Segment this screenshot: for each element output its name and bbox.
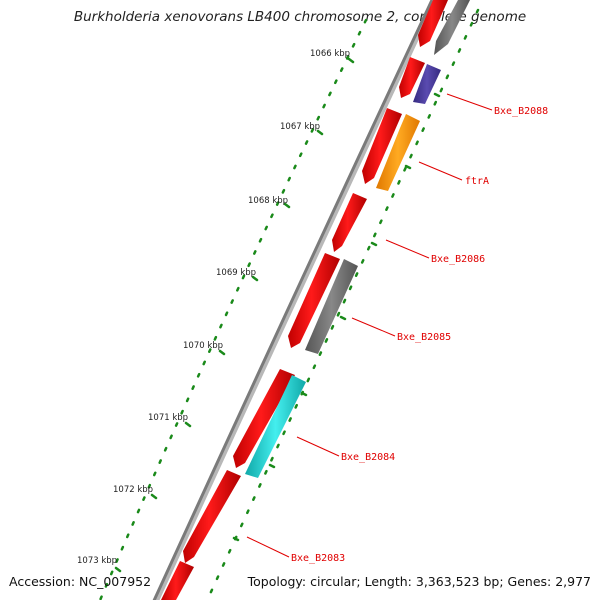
forward-gene-arrow [332,193,367,252]
ruler-label-1072: 1072 kbp [113,485,153,495]
ruler-label-1073: 1073 kbp [77,556,117,566]
backbone-arc-shadow [152,0,437,600]
inner-tick [339,315,347,321]
leader-line-bxe-b2083 [246,536,290,558]
ruler-labels: 1066 kbp 1067 kbp 1068 kbp 1069 kbp 1070… [77,49,350,566]
label-leader-lines [246,93,493,558]
ruler-tick [150,493,158,500]
ruler-label-1071: 1071 kbp [148,413,188,423]
reverse-gene-arrow-grey [305,259,358,354]
gene-label-bxe-b2088[interactable]: Bxe_B2088 [494,106,548,117]
ruler-label-1066: 1066 kbp [310,49,350,59]
gene-label-bxe-b2083[interactable]: Bxe_B2083 [291,553,345,564]
gene-labels: Bxe_B2088 ftrA Bxe_B2086 Bxe_B2085 Bxe_B… [291,106,548,564]
leader-line-bxe-b2085 [351,317,396,337]
reverse-gene-arrow-grey [434,0,470,55]
inner-tick [268,463,276,469]
gene-label-bxe-b2084[interactable]: Bxe_B2084 [341,452,395,463]
map-title: Burkholderia xenovorans LB400 chromosome… [73,9,527,25]
ruler-ticks [114,57,355,573]
reverse-gene-arrow-orange [376,114,420,191]
forward-strand-genes [161,0,448,600]
leader-line-bxe-b2086 [385,239,430,259]
inner-tick [370,241,378,247]
ruler-tick [218,349,226,356]
leader-line-bxe-b2088 [446,93,493,111]
forward-gene-arrow [161,561,194,600]
ruler-tick [251,275,259,282]
reverse-strand-genes [245,0,470,478]
gene-label-ftra[interactable]: ftrA [465,176,489,187]
ruler-label-1068: 1068 kbp [248,196,288,206]
ruler-tick [114,566,122,573]
outer-dotted-arc [205,8,480,600]
ruler-label-1069: 1069 kbp [216,268,256,278]
ruler-label-1070: 1070 kbp [183,341,223,351]
forward-gene-arrow [399,57,425,98]
accession-text: Accession: NC_007952 [9,574,152,589]
forward-gene-arrow [288,253,340,348]
forward-gene-arrow [418,0,448,47]
forward-gene-arrow [233,369,295,468]
reverse-gene-arrow-cyan [245,375,306,478]
ruler-tick [347,57,355,64]
ruler-tick [316,129,324,136]
ruler-tick [184,421,192,428]
inner-tick [404,164,412,170]
genome-summary-text: Topology: circular; Length: 3,363,523 bp… [247,574,591,589]
forward-gene-arrow [183,470,241,563]
gene-label-bxe-b2086[interactable]: Bxe_B2086 [431,254,485,265]
inner-tick [433,92,441,98]
forward-gene-arrow [362,108,402,184]
backbone-arc [152,0,434,600]
gene-label-bxe-b2085[interactable]: Bxe_B2085 [397,332,451,343]
ruler-label-1067: 1067 kbp [280,122,320,132]
ruler-tick [283,202,291,209]
reverse-gene-arrow-purple [413,64,441,104]
leader-line-ftra [418,161,463,181]
leader-line-bxe-b2084 [296,436,340,457]
